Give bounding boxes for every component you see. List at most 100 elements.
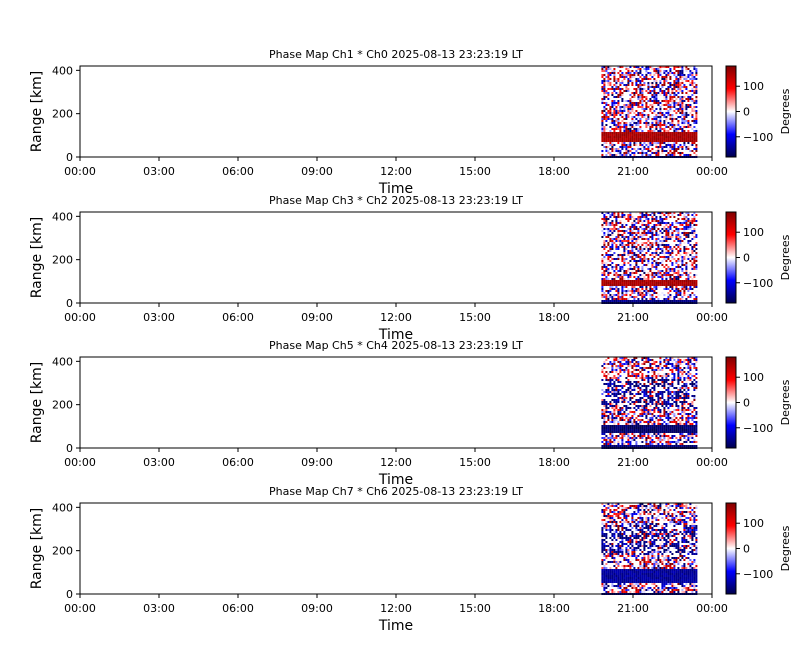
heatmap-cell [689,441,692,443]
heatmap-cell [685,94,688,96]
heatmap-cell [665,224,668,226]
heatmap-cell [675,262,678,264]
heatmap-cell [619,407,622,409]
heatmap-cell [693,395,696,397]
heatmap-cell [611,298,614,300]
heatmap-cell [627,300,630,302]
heatmap-cell [677,409,680,411]
heatmap-cell [627,401,630,403]
heatmap-cell [649,270,652,272]
heatmap-cell [623,216,626,218]
heatmap-cell [665,150,668,152]
chart-panel-2: Phase Map Ch3 * Ch2 2025-08-13 23:23:19 … [29,194,792,343]
heatmap-cell [637,128,640,130]
heatmap-cell [607,403,610,405]
heatmap-cell [601,575,604,577]
heatmap-cell [633,134,636,136]
heatmap-cell [647,150,650,152]
heatmap-cell [635,385,638,387]
heatmap-cell [677,152,680,154]
heatmap-cell [609,589,612,591]
heatmap-cell [657,120,660,122]
heatmap-cell [615,216,618,218]
heatmap-cell [661,150,664,152]
heatmap-cell [661,415,664,417]
heatmap-cell [603,565,606,567]
heatmap-cell [693,260,696,262]
heatmap-cell [685,385,688,387]
heatmap-cell [613,150,616,152]
heatmap-cell [649,268,652,270]
heatmap-cell [601,527,604,529]
heatmap-cell [617,405,620,407]
heatmap-cell [687,429,690,431]
heatmap-cell [647,136,650,138]
heatmap-cell [601,246,604,248]
heatmap-cell [617,563,620,565]
heatmap-cell [633,300,636,302]
heatmap-cell [693,140,696,142]
heatmap-cell [603,375,606,377]
heatmap-cell [677,140,680,142]
chart-panel-3: Phase Map Ch5 * Ch4 2025-08-13 23:23:19 … [29,339,792,488]
heatmap-cell [657,369,660,371]
heatmap-cell [607,104,610,106]
heatmap-cell [643,389,646,391]
heatmap-cell [607,419,610,421]
heatmap-cell [623,369,626,371]
heatmap-cell [615,84,618,86]
heatmap-cell [673,148,676,150]
heatmap-cell [639,98,642,100]
heatmap-cell [637,445,640,447]
heatmap-cell [627,228,630,230]
heatmap-cell [683,435,686,437]
heatmap-cell [629,381,632,383]
heatmap-cell [633,120,636,122]
heatmap-cell [665,252,668,254]
heatmap-cell [663,226,666,228]
heatmap-cell [625,377,628,379]
heatmap-cell [627,220,630,222]
heatmap-cell [639,68,642,70]
heatmap-cell [657,142,660,144]
heatmap-cell [625,290,628,292]
heatmap-cell [685,300,688,302]
heatmap-cell [641,216,644,218]
heatmap-cell [695,90,698,92]
heatmap-cell [653,124,656,126]
heatmap-cell [685,86,688,88]
heatmap-cell [669,232,672,234]
heatmap-cell [659,286,662,288]
heatmap-cell [653,403,656,405]
heatmap-cell [685,421,688,423]
heatmap-cell [637,230,640,232]
heatmap-cell [651,144,654,146]
heatmap-cell [615,407,618,409]
heatmap-cell [609,545,612,547]
heatmap-cell [663,361,666,363]
heatmap-cell [679,280,682,282]
heatmap-cell [637,74,640,76]
heatmap-cell [651,391,654,393]
heatmap-cell [603,433,606,435]
heatmap-cell [605,503,608,505]
heatmap-cell [681,284,684,286]
heatmap-cell [613,126,616,128]
heatmap-cell [661,369,664,371]
heatmap-cell [669,128,672,130]
heatmap-cell [615,150,618,152]
heatmap-cell [623,90,626,92]
heatmap-cell [683,361,686,363]
heatmap-cell [639,214,642,216]
heatmap-cell [657,407,660,409]
heatmap-cell [603,68,606,70]
heatmap-cell [645,258,648,260]
heatmap-cell [615,503,618,505]
heatmap-cell [669,148,672,150]
heatmap-cell [627,439,630,441]
heatmap-cell [677,270,680,272]
heatmap-cell [695,377,698,379]
heatmap-cell [693,222,696,224]
heatmap-cell [661,274,664,276]
heatmap-cell [619,234,622,236]
